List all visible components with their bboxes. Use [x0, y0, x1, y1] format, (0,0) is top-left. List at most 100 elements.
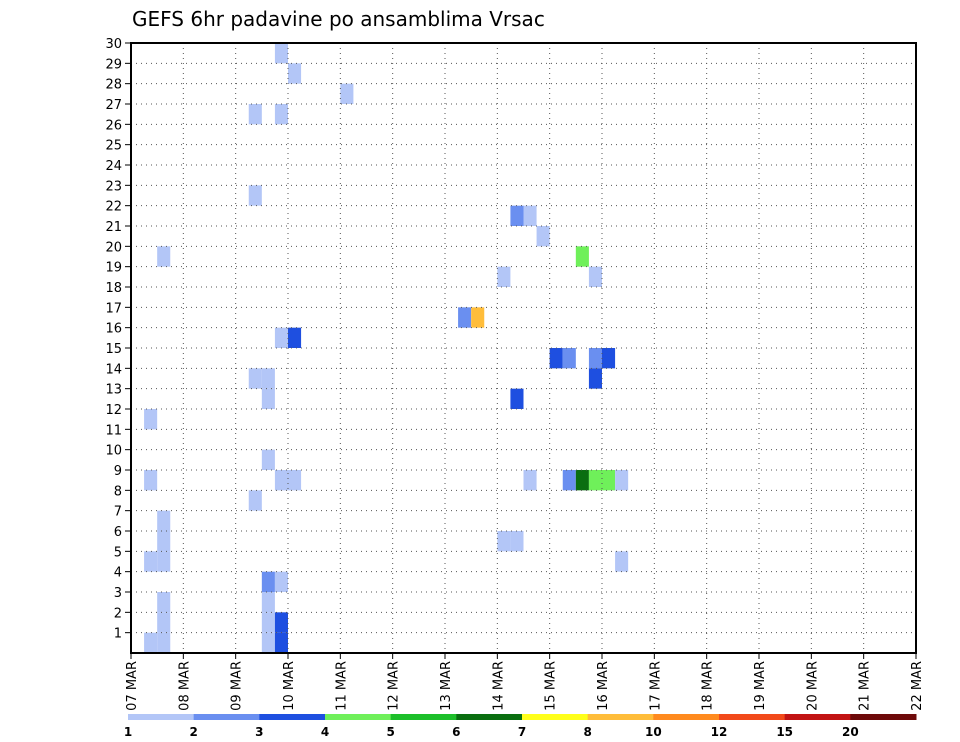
colorbar-segment [850, 714, 917, 720]
heatmap-cell [261, 449, 275, 470]
heatmap-cell [157, 632, 171, 653]
heatmap-cell [157, 612, 171, 633]
colorbar-label: 10 [645, 725, 662, 739]
x-tick-label: 14 MAR [491, 661, 506, 711]
x-tick-label: 16 MAR [596, 661, 611, 711]
y-tick-label: 3 [114, 586, 122, 601]
y-tick-label: 11 [105, 423, 122, 438]
heatmap-cell [274, 612, 288, 633]
x-tick-label: 10 MAR [282, 661, 297, 711]
y-tick-label: 24 [105, 159, 122, 174]
y-tick-label: 16 [105, 322, 122, 337]
heatmap-cell [261, 571, 275, 592]
colorbar-segment [390, 714, 457, 720]
heatmap-cell [510, 531, 524, 552]
heatmap-cell [144, 409, 158, 430]
y-tick-label: 18 [105, 281, 122, 296]
colorbar-label: 20 [842, 725, 859, 739]
heatmap-cell [458, 307, 472, 328]
heatmap-cell [157, 510, 171, 531]
colorbar-label: 2 [189, 725, 197, 739]
y-tick-label: 12 [105, 403, 122, 418]
grid-lines [131, 43, 916, 653]
heatmap-cell [588, 348, 602, 369]
heatmap-cell [157, 531, 171, 552]
x-tick-label: 15 MAR [544, 661, 559, 711]
y-tick-label: 5 [114, 545, 122, 560]
y-tick-label: 30 [105, 37, 122, 52]
y-tick-label: 4 [114, 566, 122, 581]
heatmap-cell [562, 348, 576, 369]
heatmap-cell [274, 470, 288, 491]
heatmap-cell [588, 266, 602, 287]
y-tick-label: 27 [105, 98, 122, 113]
heatmap-cell [261, 592, 275, 613]
heatmap-cell [523, 470, 537, 491]
colorbar-segment [128, 714, 195, 720]
heatmap-cell [157, 551, 171, 572]
colorbar: 1 2 3 4 5 6 7 8 10 12 15 20 [124, 714, 917, 739]
colorbar-segment [456, 714, 523, 720]
x-tick-label: 09 MAR [230, 661, 245, 711]
y-tick-label: 6 [114, 525, 122, 540]
y-tick-label: 29 [105, 57, 122, 72]
colorbar-label: 6 [452, 725, 460, 739]
x-tick-label: 12 MAR [387, 661, 402, 711]
y-axis: 1234567891011121314151617181920212223242… [105, 37, 131, 642]
heatmap-cell [615, 551, 629, 572]
heatmap-cell [248, 185, 262, 206]
heatmap-cell [471, 307, 485, 328]
heatmap-cell [497, 531, 511, 552]
x-tick-label: 07 MAR [125, 661, 140, 711]
colorbar-label: 1 [124, 725, 132, 739]
heatmap-cell [261, 388, 275, 409]
y-tick-label: 1 [114, 627, 122, 642]
y-tick-label: 9 [114, 464, 122, 479]
heatmap-cell [497, 266, 511, 287]
colorbar-label: 15 [776, 725, 793, 739]
y-tick-label: 14 [105, 362, 122, 377]
heatmap-cells [144, 43, 629, 653]
colorbar-segment [193, 714, 260, 720]
colorbar-label: 8 [583, 725, 591, 739]
heatmap-cell [274, 571, 288, 592]
heatmap-cell [536, 226, 550, 247]
y-tick-label: 28 [105, 78, 122, 93]
x-tick-label: 11 MAR [334, 661, 349, 711]
y-tick-label: 7 [114, 505, 122, 520]
y-tick-label: 23 [105, 179, 122, 194]
colorbar-label: 4 [321, 725, 329, 739]
colorbar-label: 5 [386, 725, 394, 739]
chart-title: GEFS 6hr padavine po ansamblima Vrsac [132, 7, 545, 31]
heatmap-cell [274, 327, 288, 348]
colorbar-segment [587, 714, 654, 720]
x-tick-label: 20 MAR [805, 661, 820, 711]
heatmap-cell [248, 104, 262, 125]
heatmap-cell [261, 632, 275, 653]
x-tick-label: 21 MAR [858, 661, 873, 711]
x-tick-label: 08 MAR [177, 661, 192, 711]
colorbar-segment [784, 714, 851, 720]
x-tick-label: 18 MAR [701, 661, 716, 711]
y-tick-label: 19 [105, 261, 122, 276]
heatmap-cell [523, 205, 537, 226]
x-axis: 07 MAR 08 MAR 09 MAR 10 MAR 11 MAR 12 MAR 13 M… [125, 653, 925, 711]
heatmap-cell [288, 327, 302, 348]
heatmap-cell [248, 368, 262, 389]
heatmap-cell [588, 470, 602, 491]
x-tick-label: 19 MAR [753, 661, 768, 711]
y-tick-label: 8 [114, 484, 122, 499]
x-tick-label: 13 MAR [439, 661, 454, 711]
heatmap-cell [144, 632, 158, 653]
heatmap-cell [261, 612, 275, 633]
y-tick-label: 25 [105, 139, 122, 154]
plot-frame [130, 42, 917, 654]
heatmap-cell [274, 104, 288, 125]
heatmap-cell [261, 368, 275, 389]
colorbar-segment [522, 714, 589, 720]
heatmap-cell [248, 490, 262, 511]
heatmap-cell [575, 470, 589, 491]
heatmap-cell [288, 470, 302, 491]
colorbar-label: 3 [255, 725, 263, 739]
